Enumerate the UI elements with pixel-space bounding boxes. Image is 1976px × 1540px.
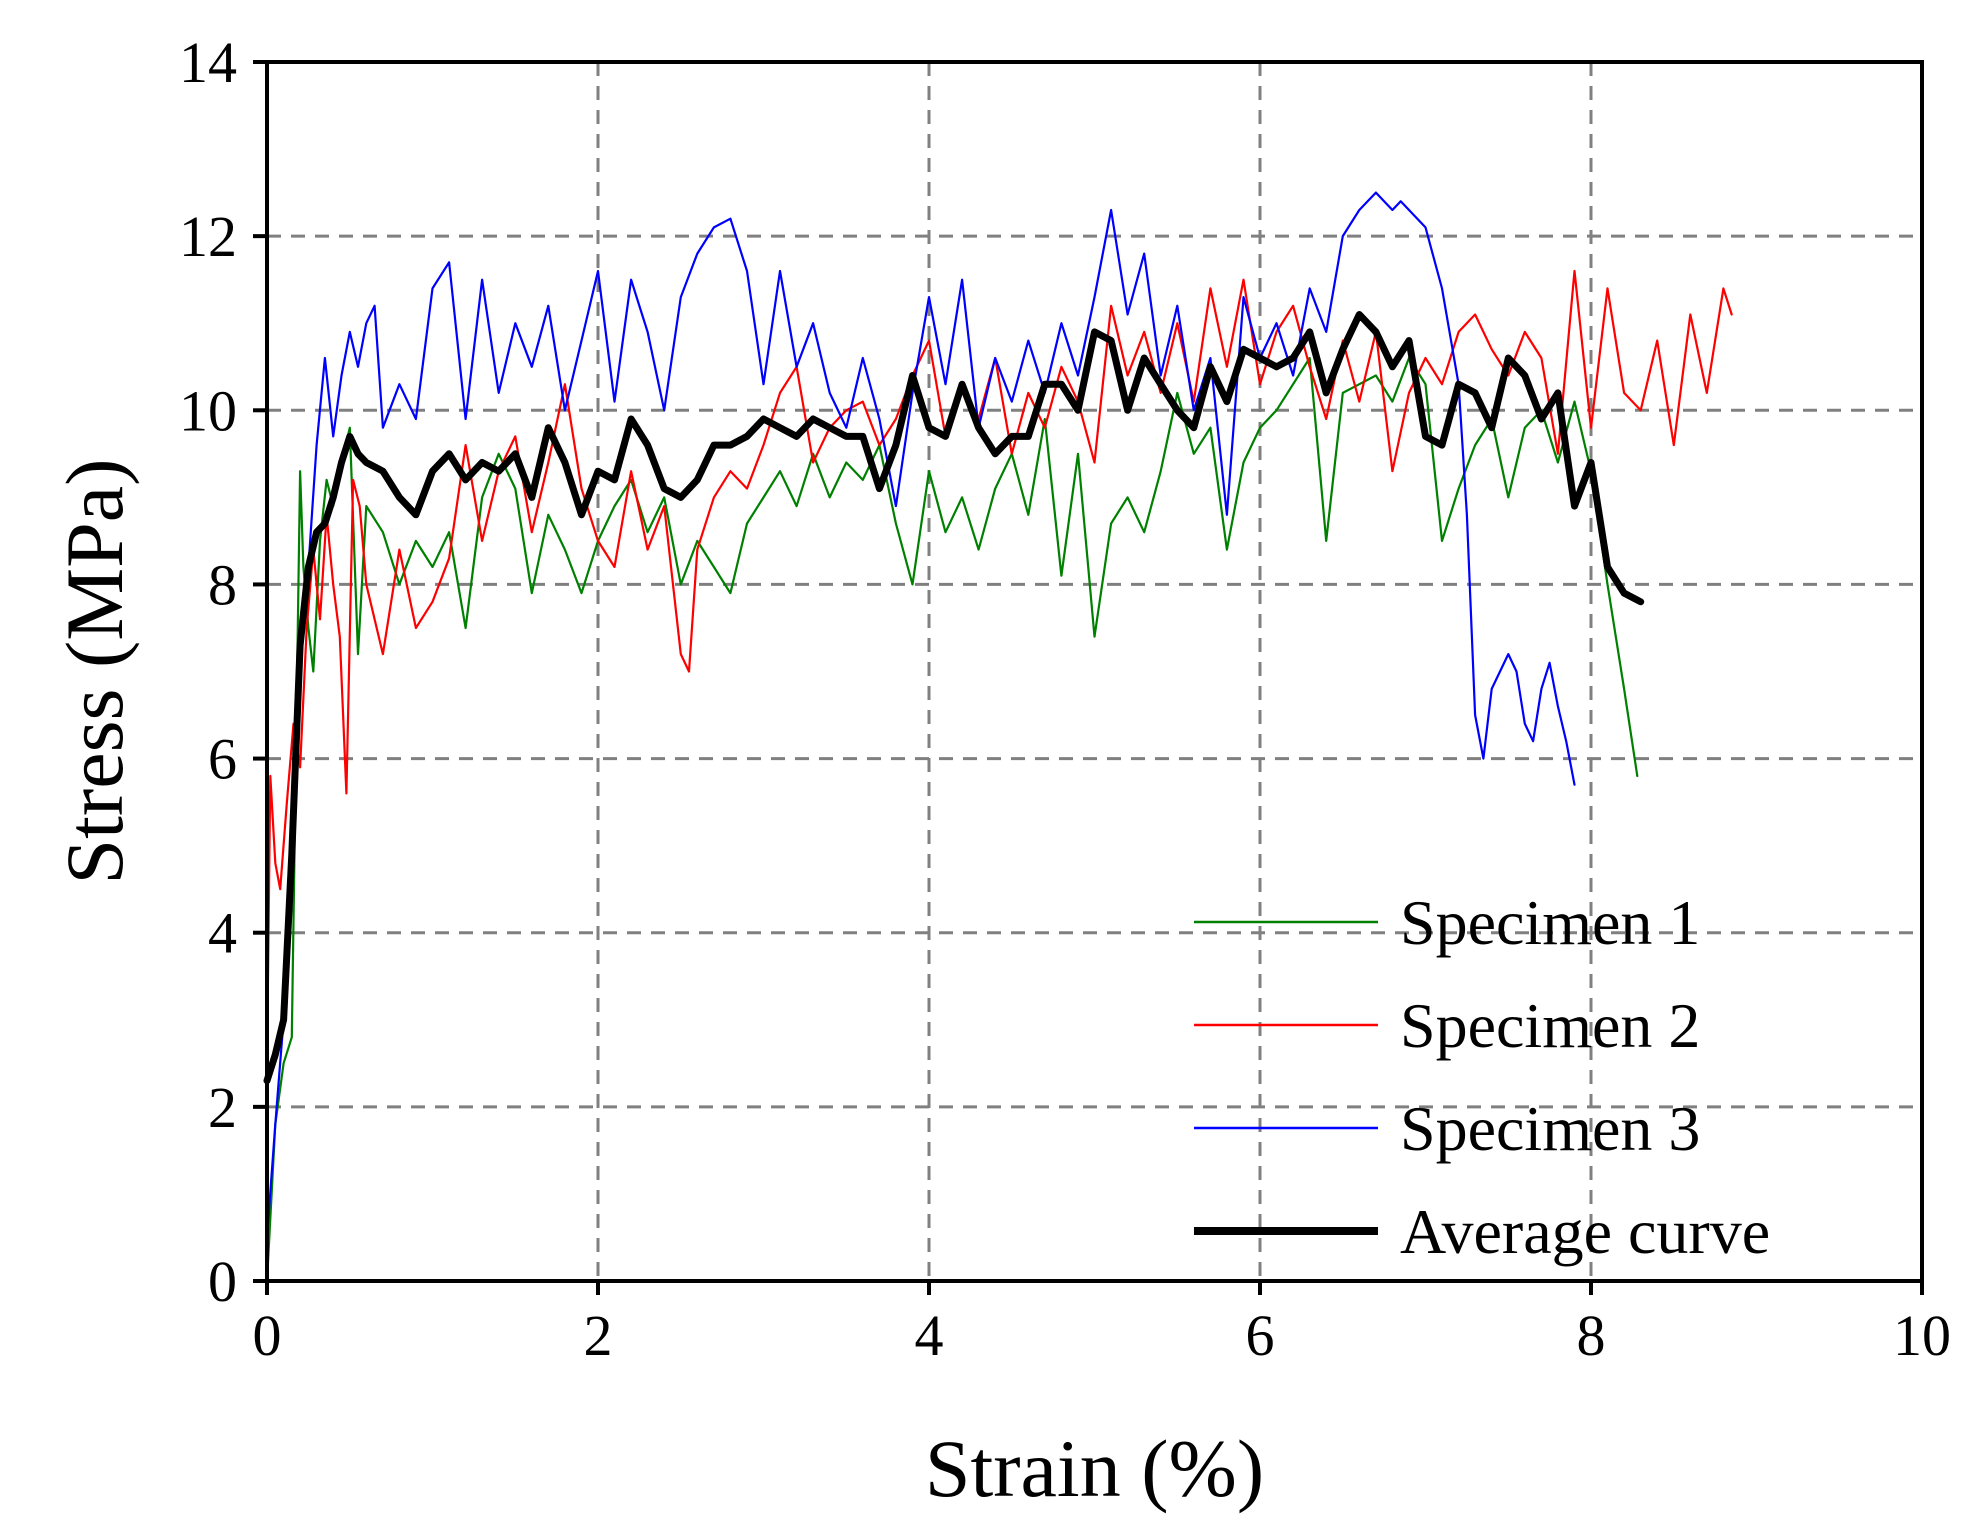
legend: Specimen 1 Specimen 2 Specimen 3 Average cu… (1194, 887, 1770, 1267)
tick-layer: 0 2 4 6 8 10 0 2 4 6 8 10 12 14 (179, 30, 1951, 1368)
y-tick-label: 0 (208, 1249, 237, 1314)
y-tick-label: 2 (208, 1075, 237, 1140)
x-tick-label: 4 (915, 1303, 944, 1368)
x-tick-label: 2 (584, 1303, 613, 1368)
y-axis-title: Stress (MPa) (49, 459, 140, 885)
y-tick-label: 14 (179, 30, 237, 95)
series-line-average-curve (263, 311, 1645, 1085)
legend-label-specimen-1: Specimen 1 (1400, 887, 1700, 958)
series-layer (263, 191, 1733, 1283)
grid-layer (267, 62, 1922, 1281)
y-tick-label: 6 (208, 727, 237, 792)
x-tick-label: 8 (1577, 1303, 1606, 1368)
x-tick-label: 0 (253, 1303, 282, 1368)
y-tick-label: 8 (208, 552, 237, 617)
x-axis-title: Strain (%) (925, 1423, 1264, 1514)
y-tick-label: 10 (179, 378, 237, 443)
y-tick-label: 12 (179, 204, 237, 269)
legend-label-specimen-3: Specimen 3 (1400, 1093, 1700, 1164)
series-line-specimen-1 (265, 356, 1639, 1283)
x-tick-label: 10 (1893, 1303, 1951, 1368)
series-line-specimen-3 (265, 191, 1576, 1239)
plot-frame (265, 60, 1924, 1283)
y-tick-label: 4 (208, 901, 237, 966)
x-tick-label: 6 (1246, 1303, 1275, 1368)
legend-label-specimen-2: Specimen 2 (1400, 990, 1700, 1061)
legend-label-average-curve: Average curve (1400, 1196, 1770, 1267)
